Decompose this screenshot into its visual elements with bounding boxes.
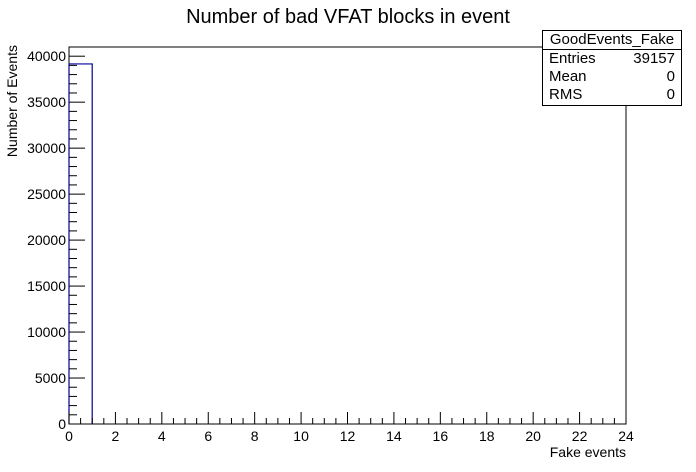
stats-row-mean: Mean 0 xyxy=(543,68,681,86)
stats-label: Entries xyxy=(549,50,596,67)
x-tick-label: 14 xyxy=(386,428,402,444)
x-tick-label: 18 xyxy=(479,428,495,444)
y-tick-label: 15000 xyxy=(27,278,66,294)
stats-label: RMS xyxy=(549,86,583,103)
x-tick-label: 10 xyxy=(293,428,309,444)
y-tick-label: 5000 xyxy=(35,370,66,386)
x-tick-label: 0 xyxy=(65,428,73,444)
stats-row-rms: RMS 0 xyxy=(543,86,681,104)
y-tick-label: 35000 xyxy=(27,94,66,110)
x-tick-label: 8 xyxy=(251,428,259,444)
y-tick-label: 25000 xyxy=(27,186,66,202)
y-axis-label: Number of Events xyxy=(4,45,20,157)
y-tick-label: 40000 xyxy=(27,48,66,64)
y-tick-label: 0 xyxy=(58,416,66,432)
x-axis-label: Fake events xyxy=(550,444,626,460)
y-tick-label: 10000 xyxy=(27,324,66,340)
stats-value: 0 xyxy=(666,86,675,103)
stats-box-title: GoodEvents_Fake xyxy=(543,31,681,50)
stats-value: 39157 xyxy=(633,50,675,67)
x-tick-label: 22 xyxy=(572,428,588,444)
x-tick-label: 4 xyxy=(158,428,166,444)
y-tick-label: 20000 xyxy=(27,232,66,248)
x-tick-label: 16 xyxy=(433,428,449,444)
x-tick-label: 20 xyxy=(525,428,541,444)
stats-box: GoodEvents_Fake Entries 39157 Mean 0 RMS… xyxy=(542,30,682,106)
stats-row-entries: Entries 39157 xyxy=(543,50,681,68)
x-tick-label: 24 xyxy=(618,428,634,444)
stats-label: Mean xyxy=(549,68,587,85)
y-tick-label: 30000 xyxy=(27,140,66,156)
chart-title: Number of bad VFAT blocks in event xyxy=(186,6,510,28)
x-tick-label: 2 xyxy=(112,428,120,444)
stats-value: 0 xyxy=(666,68,675,85)
x-tick-label: 6 xyxy=(204,428,212,444)
histogram-bin-0 xyxy=(68,63,93,424)
x-tick-label: 12 xyxy=(340,428,356,444)
